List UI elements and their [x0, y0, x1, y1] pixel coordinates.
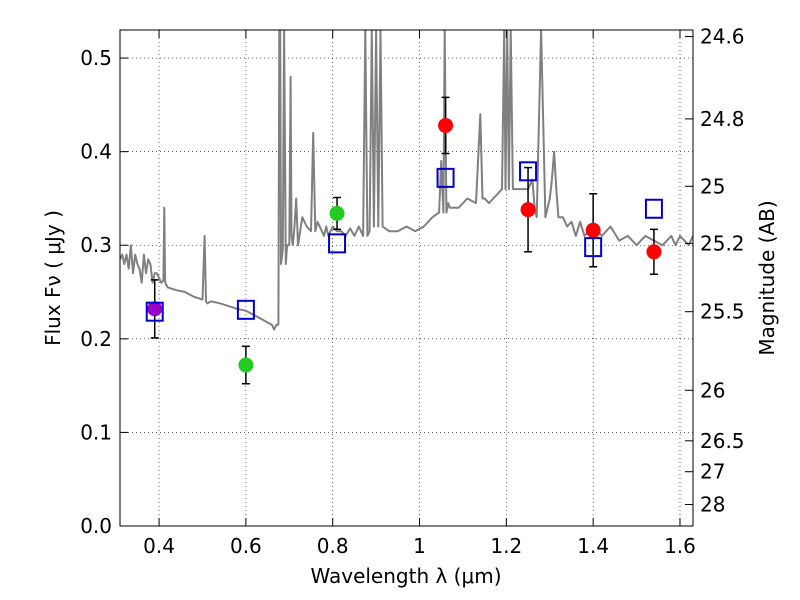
y2-tick-label: 26.5	[700, 429, 745, 453]
spectrum-layer	[120, 30, 693, 331]
model-photometry-square	[519, 161, 538, 182]
model-photometry-square	[584, 237, 603, 258]
x-tick-label: 1.6	[664, 534, 696, 558]
y2-tick-label: 28	[700, 492, 725, 516]
data-point	[646, 244, 662, 260]
plot-frame	[119, 29, 694, 527]
x-tick-label: 1	[413, 534, 426, 558]
data-point	[329, 205, 345, 221]
y2-tick-label: 25.2	[700, 231, 745, 255]
y2-tick-label: 26	[700, 378, 725, 402]
y2-axis-label: Magnitude (AB)	[755, 200, 779, 355]
x-tick-label: 1.2	[490, 534, 522, 558]
y-tick-label: 0.1	[80, 420, 112, 444]
model-photometry-square	[145, 301, 164, 322]
y-tick-label: 0.4	[80, 140, 112, 164]
y2-tick-label: 27	[700, 460, 725, 484]
x-tick-label: 0.6	[230, 534, 262, 558]
data-point	[238, 357, 254, 373]
y-tick-label: 0.5	[80, 46, 112, 70]
y2-tick-label: 24.8	[700, 107, 745, 131]
spectrum-line	[120, 30, 693, 331]
x-tick-label: 1.4	[577, 534, 609, 558]
model-photometry-square	[236, 299, 255, 320]
model-photometry-square	[436, 167, 455, 188]
ticks: 0.4 0.6 0.8 1 1.2 1.4 1.6 0.0 0.1 0.2 0.3 0.4 0.5 24.…	[80, 25, 744, 558]
y-axis-label: Flux Fν ( μJy )	[41, 210, 65, 346]
x-axis-label: Wavelength λ (μm)	[310, 564, 501, 588]
y-tick-label: 0.0	[80, 514, 112, 538]
x-tick-label: 0.8	[317, 534, 349, 558]
model-photometry-square	[328, 233, 347, 254]
y2-tick-label: 25.5	[700, 300, 745, 324]
x-tick-label: 0.4	[143, 534, 175, 558]
data-point	[438, 117, 454, 133]
y-tick-label: 0.3	[80, 233, 112, 257]
data-point	[585, 222, 601, 238]
y-tick-label: 0.2	[80, 327, 112, 351]
y2-tick-label: 25	[700, 174, 725, 198]
y2-tick-label: 24.6	[700, 25, 745, 49]
data-point	[147, 301, 163, 317]
points-layer	[145, 96, 663, 385]
data-point	[520, 202, 536, 218]
model-photometry-square	[644, 198, 663, 219]
